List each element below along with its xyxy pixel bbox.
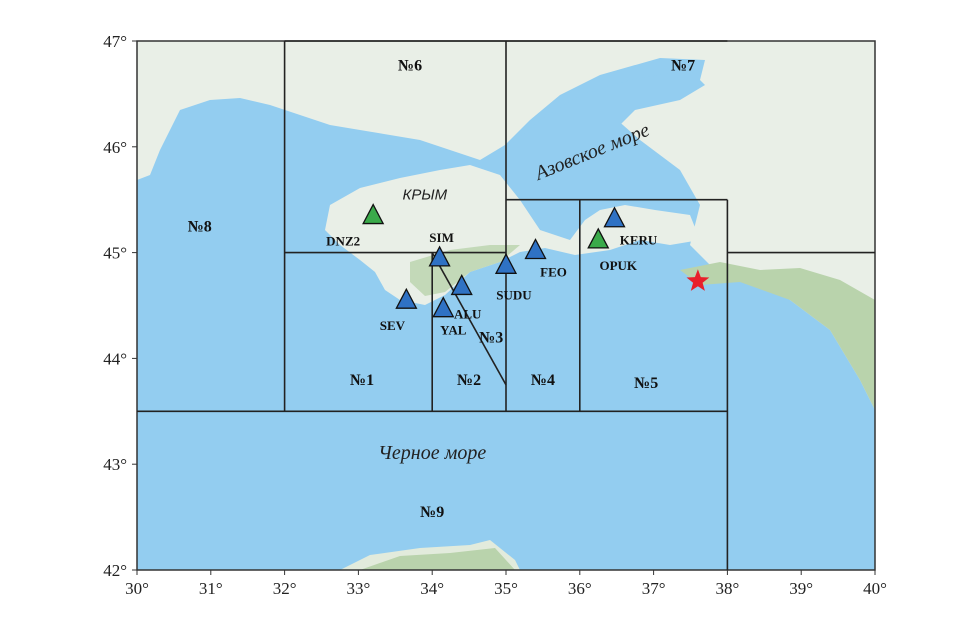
station-triangle-icon — [450, 274, 473, 296]
zone-label: №8 — [188, 218, 212, 235]
x-tick-label: 36° — [568, 579, 592, 598]
zone-label: №2 — [457, 372, 481, 389]
y-tick-label: 44° — [103, 349, 127, 368]
x-tick-label: 31° — [199, 579, 223, 598]
y-tick-label: 45° — [103, 244, 127, 263]
zone-label: №6 — [398, 58, 422, 75]
station-label: ALU — [454, 306, 482, 321]
zone-label: №5 — [634, 375, 658, 392]
y-tick-label: 46° — [103, 138, 127, 157]
zone-label: №1 — [350, 372, 374, 389]
station-label: YAL — [440, 323, 467, 338]
station-triangle-icon — [432, 296, 455, 318]
station-label: FEO — [540, 264, 567, 279]
x-tick-label: 30° — [125, 579, 149, 598]
mountains-south — [360, 548, 515, 570]
station-triangle-icon — [587, 227, 610, 249]
azov-sea — [505, 70, 705, 215]
zone-label: №3 — [479, 330, 503, 347]
zone-label: №7 — [671, 58, 695, 75]
station-triangle-icon — [494, 252, 518, 274]
y-tick-label: 47° — [103, 32, 127, 51]
axis-ticks: 30° 31° 32° 33° 34° 35° 36° 37° 38° 39° 40° 47° 46° 4… — [103, 32, 887, 598]
station-triangle-icon — [395, 287, 418, 309]
x-tick-label: 40° — [863, 579, 887, 598]
mountains-caucasus — [680, 262, 875, 410]
x-tick-label: 39° — [789, 579, 813, 598]
y-tick-label: 42° — [103, 561, 127, 580]
zone-label: №9 — [420, 504, 444, 521]
x-tick-label: 34° — [420, 579, 444, 598]
epicenter-star-icon — [686, 269, 710, 291]
station-label: DNZ2 — [326, 234, 360, 249]
y-tick-label: 43° — [103, 455, 127, 474]
station-triangle-icon — [603, 206, 626, 228]
station-label: KERU — [620, 233, 658, 248]
zone-boundaries — [137, 40, 875, 570]
x-tick-label: 35° — [494, 579, 518, 598]
x-tick-label: 37° — [642, 579, 666, 598]
station-triangle-icon — [524, 238, 547, 260]
x-tick-label: 32° — [273, 579, 297, 598]
land-north — [137, 41, 875, 410]
station-label: SIM — [429, 230, 454, 245]
station-label: SEV — [380, 318, 406, 333]
station-triangle-icon — [428, 245, 451, 267]
sea-label: Черное море — [378, 442, 486, 464]
x-tick-label: 33° — [346, 579, 370, 598]
region-label: КРЫМ — [402, 187, 447, 204]
stations: DNZ2 SIM SEV YAL ALU SUDU FEO KERU OPUK — [326, 203, 710, 338]
x-tick-label: 38° — [715, 579, 739, 598]
zone-boundary-line — [431, 252, 507, 386]
station-triangle-icon — [362, 203, 385, 225]
station-label: SUDU — [496, 287, 532, 302]
zone-label: №4 — [531, 372, 555, 389]
station-label: OPUK — [599, 258, 637, 273]
